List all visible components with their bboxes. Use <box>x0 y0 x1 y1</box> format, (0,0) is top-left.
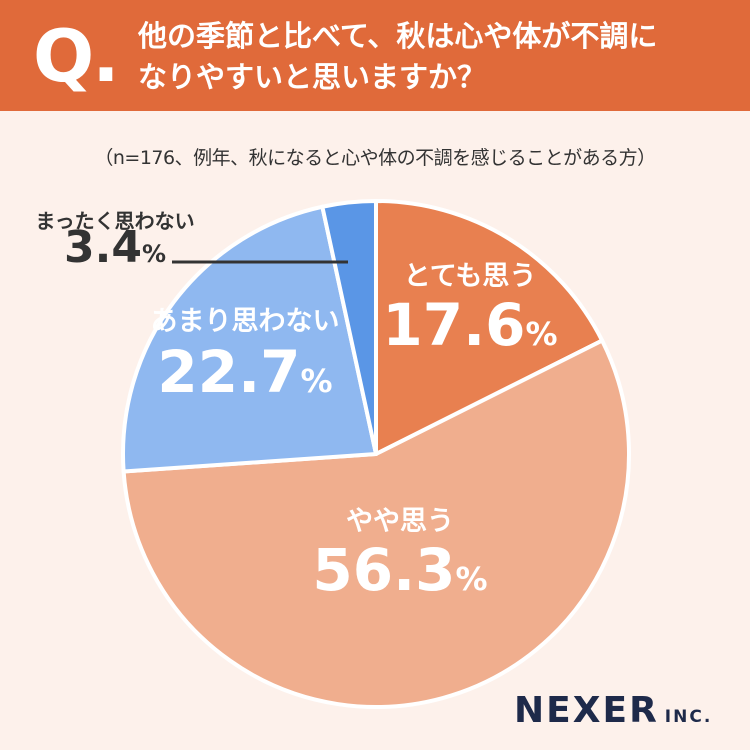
slice-value-label: 17.6% <box>382 291 557 359</box>
question-mark: Q. <box>33 14 120 98</box>
slice-value-label: 56.3% <box>312 536 487 604</box>
question-line-1: 他の季節と比べて、秋は心や体が不調に <box>138 19 658 53</box>
pie-slice-strongly-agree <box>374 199 605 456</box>
logo-main: NEXER <box>514 690 659 731</box>
slice-value-label: 22.7% <box>157 338 332 406</box>
pie-slice-somewhat-disagree <box>121 204 378 474</box>
pie-slice-strongly-disagree <box>320 199 378 456</box>
question-line-2: なりやすいと思いますか？ <box>138 60 487 94</box>
pie-slice-somewhat-agree <box>121 338 631 709</box>
slice-category-label: とても思う <box>404 261 537 292</box>
sample-note: （n=176、例年、秋になると心や体の不調を感じることがある方） <box>94 147 656 169</box>
slice-category-label: まったく思わない <box>35 209 194 233</box>
logo-sub: INC. <box>664 707 713 727</box>
question-header: Q. 他の季節と比べて、秋は心や体が不調に なりやすいと思いますか？ <box>0 0 750 111</box>
slice-category-label: やや思う <box>346 506 454 537</box>
nexer-logo: NEXER INC. <box>514 690 712 731</box>
slice-value-label: 3.4% <box>64 222 166 273</box>
question-title: 他の季節と比べて、秋は心や体が不調に なりやすいと思いますか？ <box>138 16 738 98</box>
slice-category-label: あまり思わない <box>151 306 340 337</box>
